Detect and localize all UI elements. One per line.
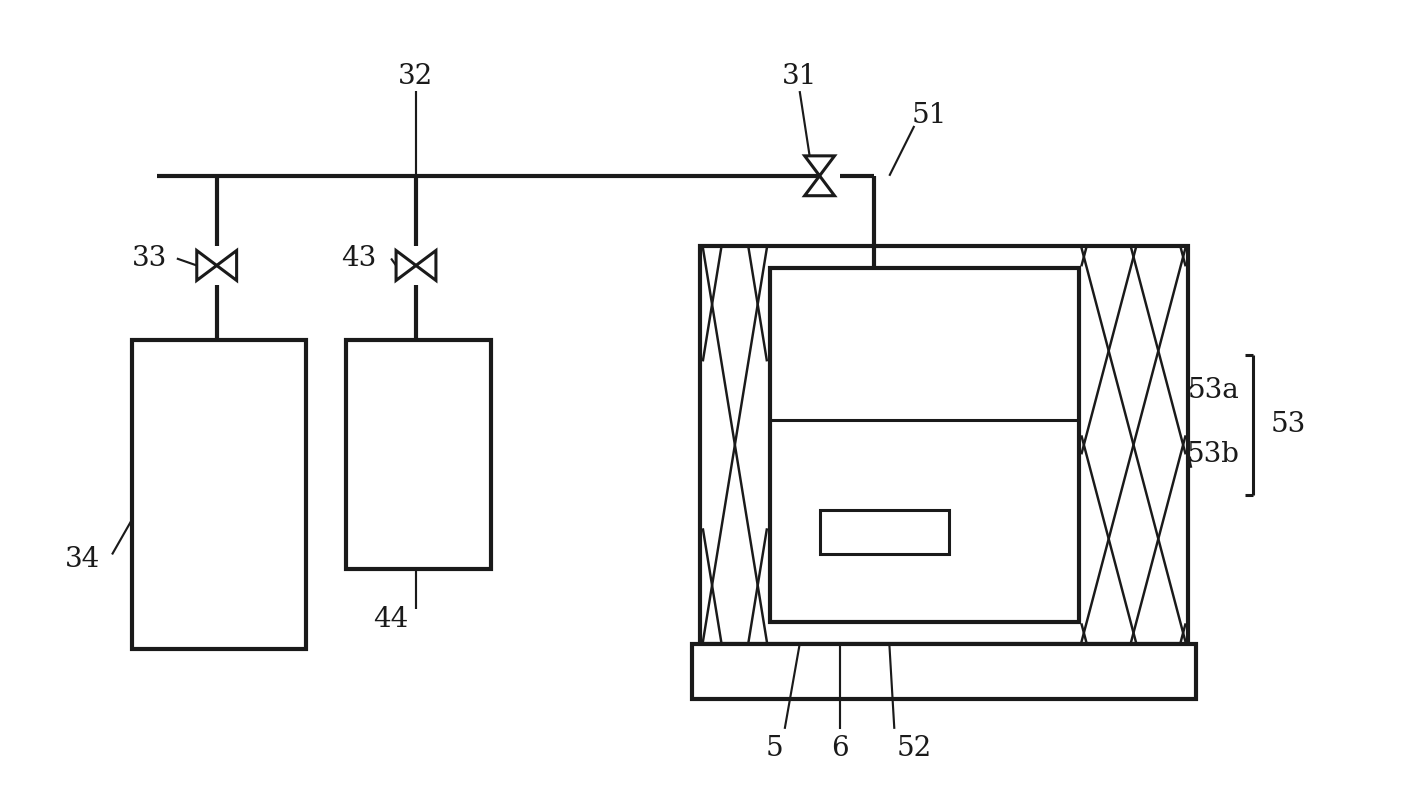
- Polygon shape: [416, 250, 435, 281]
- Text: 32: 32: [399, 62, 434, 90]
- Polygon shape: [197, 250, 216, 281]
- Text: 51: 51: [911, 102, 946, 130]
- Bar: [692, 644, 1196, 699]
- Polygon shape: [216, 250, 237, 281]
- Polygon shape: [804, 156, 834, 176]
- Text: 31: 31: [782, 62, 817, 90]
- Text: 53b: 53b: [1186, 442, 1240, 468]
- Text: 43: 43: [341, 245, 376, 272]
- Bar: [820, 510, 949, 554]
- Text: 6: 6: [831, 735, 848, 762]
- Text: 44: 44: [373, 606, 409, 633]
- Bar: [132, 340, 306, 649]
- Polygon shape: [804, 176, 834, 196]
- Bar: [769, 269, 1078, 622]
- Polygon shape: [396, 250, 416, 281]
- Bar: [347, 340, 491, 570]
- Bar: [701, 246, 1188, 644]
- Text: 53: 53: [1271, 411, 1306, 438]
- Text: 5: 5: [767, 735, 783, 762]
- Text: 33: 33: [132, 245, 167, 272]
- Text: 53a: 53a: [1188, 377, 1240, 403]
- Text: 52: 52: [897, 735, 932, 762]
- Text: 34: 34: [65, 546, 100, 573]
